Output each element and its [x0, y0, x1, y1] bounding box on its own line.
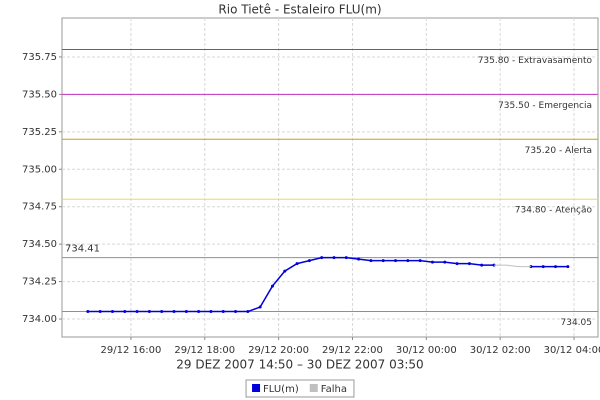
y-tick-label: 735.50	[22, 89, 57, 100]
point	[86, 310, 90, 314]
reference-label: 735.80 - Extravasamento	[478, 56, 593, 66]
point	[258, 305, 262, 309]
y-tick-label: 735.00	[22, 164, 57, 175]
point	[160, 310, 164, 314]
legend-swatch	[309, 384, 318, 392]
reference-label: 735.50 - Emergencia	[498, 101, 592, 111]
point	[455, 262, 459, 266]
point	[480, 263, 484, 267]
point	[332, 256, 336, 260]
legend-label: FLU(m)	[263, 384, 299, 395]
legend-label: Falha	[321, 384, 347, 395]
point	[320, 256, 324, 260]
point	[554, 265, 558, 269]
plot-area	[61, 17, 599, 338]
legend-box	[245, 379, 355, 398]
reference-label: 734.41	[65, 244, 100, 255]
point	[234, 310, 238, 314]
point	[541, 265, 545, 269]
y-tick-label: 735.25	[22, 127, 57, 138]
point	[394, 259, 398, 263]
point	[307, 259, 311, 263]
point	[406, 259, 410, 263]
point	[443, 260, 447, 264]
y-tick-label: 735.75	[22, 52, 57, 63]
reference-label: 734.80 - Atenção	[515, 206, 593, 216]
point	[221, 310, 225, 314]
point	[369, 259, 373, 263]
point	[98, 310, 102, 314]
y-tick-label: 734.50	[22, 239, 57, 250]
point	[566, 265, 570, 269]
legend-swatch	[252, 384, 261, 392]
point	[430, 260, 434, 264]
point	[270, 284, 274, 288]
x-tick-label: 30/12 04:00	[544, 345, 600, 356]
point	[357, 257, 361, 261]
x-tick-label: 30/12 02:00	[470, 345, 531, 356]
series-line	[494, 264, 531, 268]
reference-label: 734.05	[561, 318, 593, 328]
point	[246, 310, 250, 314]
x-tick-label: 29/12 20:00	[248, 345, 309, 356]
x-axis-label: 29 DEZ 2007 14:50 – 30 DEZ 2007 03:50	[176, 358, 423, 372]
point	[197, 310, 201, 314]
point	[467, 262, 471, 266]
point	[283, 269, 287, 273]
point	[381, 259, 385, 263]
x-tick-label: 29/12 18:00	[174, 345, 235, 356]
y-tick-label: 734.25	[22, 277, 57, 288]
point	[123, 310, 127, 314]
x-tick-label: 30/12 00:00	[396, 345, 457, 356]
point	[135, 310, 139, 314]
point	[172, 310, 176, 314]
point	[344, 256, 348, 260]
x-tick-label: 29/12 22:00	[322, 345, 383, 356]
point	[184, 310, 188, 314]
reference-label: 735.20 - Alerta	[525, 146, 592, 156]
point	[418, 259, 422, 263]
point	[147, 310, 151, 314]
y-tick-label: 734.75	[22, 202, 57, 213]
point	[209, 310, 213, 314]
series-line	[87, 256, 568, 313]
point	[110, 310, 114, 314]
y-tick-label: 734.00	[22, 314, 57, 325]
x-tick-label: 29/12 16:00	[101, 345, 162, 356]
point	[295, 262, 299, 266]
chart-title: Rio Tietê - Estaleiro FLU(m)	[218, 3, 381, 17]
